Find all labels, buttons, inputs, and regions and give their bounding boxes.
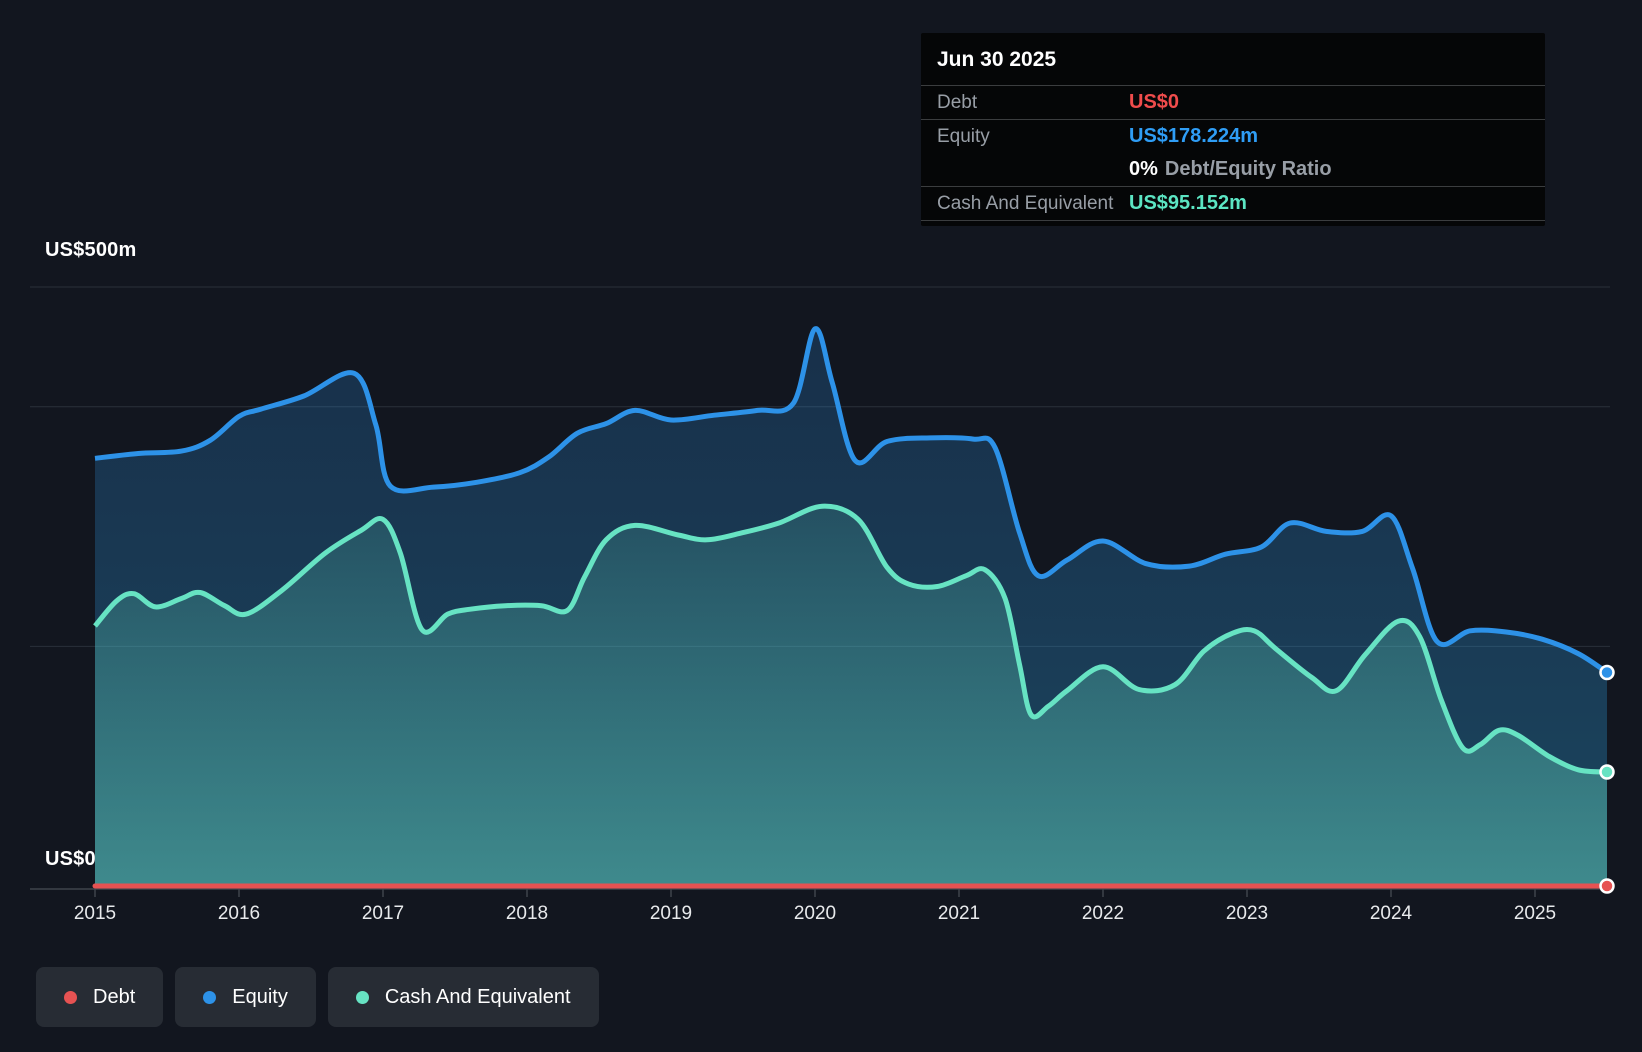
legend-cash-label: Cash And Equivalent bbox=[384, 985, 571, 1008]
x-axis-label-2024: 2024 bbox=[1370, 903, 1413, 924]
debt-color-dot bbox=[64, 990, 77, 1004]
tooltip-equity-row: Equity US$178.224m bbox=[921, 119, 1545, 153]
tooltip-equity-label: Equity bbox=[937, 125, 990, 147]
equity-endpoint-marker[interactable] bbox=[1599, 664, 1615, 681]
x-axis-label-2017: 2017 bbox=[362, 903, 404, 924]
cash-line[interactable] bbox=[93, 503, 1608, 775]
tooltip-cash-label: Cash And Equivalent bbox=[937, 192, 1114, 214]
tooltip-debt-row: Debt US$0 bbox=[921, 85, 1545, 119]
x-axis-label-2022: 2022 bbox=[1082, 903, 1124, 924]
tooltip-cash-value: US$95.152m bbox=[1129, 192, 1247, 214]
tooltip-ratio-row: 0% Debt/Equity Ratio bbox=[921, 153, 1545, 186]
tooltip-ratio-label: Debt/Equity Ratio bbox=[1164, 158, 1332, 180]
debt-endpoint-marker[interactable] bbox=[1599, 878, 1615, 894]
equity-line[interactable] bbox=[94, 326, 1609, 675]
x-axis-label-2025: 2025 bbox=[1514, 903, 1556, 924]
cash-endpoint-marker[interactable] bbox=[1599, 764, 1615, 780]
y-axis-label-zero: US$0 bbox=[45, 848, 96, 870]
tooltip-cash-row: Cash And Equivalent US$95.152m bbox=[921, 186, 1545, 221]
tooltip-debt-value: US$0 bbox=[1129, 91, 1180, 113]
chart-legend: Debt Equity Cash And Equivalent bbox=[36, 967, 599, 1027]
x-axis-label-2018: 2018 bbox=[506, 903, 548, 924]
cash-area-fill bbox=[95, 506, 1607, 886]
equity-color-dot bbox=[203, 990, 217, 1004]
legend-debt-label: Debt bbox=[93, 985, 136, 1008]
x-axis-label-2015: 2015 bbox=[74, 903, 116, 924]
x-axis-label-2019: 2019 bbox=[650, 903, 692, 924]
cash-color-dot bbox=[355, 990, 369, 1004]
x-axis-label-2020: 2020 bbox=[794, 903, 836, 924]
tooltip-date: Jun 30 2025 bbox=[937, 48, 1057, 71]
legend-button-debt[interactable]: Debt bbox=[36, 967, 164, 1027]
legend-button-cash[interactable]: Cash And Equivalent bbox=[327, 967, 599, 1027]
legend-equity-label: Equity bbox=[232, 985, 288, 1008]
chart-tooltip: Jun 30 2025 Debt US$0 Equity US$178.224m… bbox=[921, 33, 1545, 226]
tooltip-equity-value: US$178.224m bbox=[1129, 125, 1258, 147]
x-axis-label-2016: 2016 bbox=[218, 903, 260, 924]
legend-button-equity[interactable]: Equity bbox=[175, 967, 316, 1027]
y-axis-label-500m: US$500m bbox=[45, 239, 137, 261]
tooltip-ratio-value: 0% bbox=[1129, 158, 1158, 180]
tooltip-debt-label: Debt bbox=[937, 91, 978, 113]
x-axis-label-2023: 2023 bbox=[1226, 903, 1268, 924]
x-axis-label-2021: 2021 bbox=[938, 903, 980, 924]
